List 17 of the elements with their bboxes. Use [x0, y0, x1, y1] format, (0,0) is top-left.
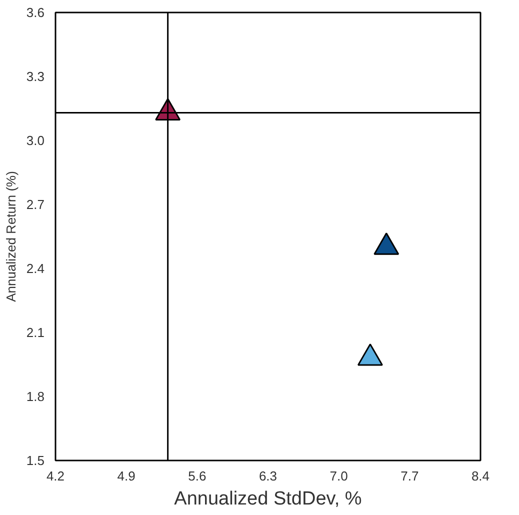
x-axis-title: Annualized StdDev, % [174, 488, 362, 510]
y-tick-label: 2.1 [26, 325, 45, 340]
x-tick-label: 7.0 [330, 468, 348, 484]
y-tick-label: 3.6 [26, 5, 45, 20]
x-tick-label: 4.9 [117, 468, 136, 484]
y-tick-label: 3.0 [26, 133, 45, 148]
y-tick-label: 1.5 [26, 453, 45, 468]
y-tick-label: 2.4 [26, 261, 45, 276]
y-tick-label: 3.3 [26, 69, 45, 84]
x-tick-label: 4.2 [46, 468, 65, 484]
x-tick-label: 7.7 [400, 468, 419, 484]
x-tick-label: 6.3 [258, 468, 278, 484]
x-tick-label: 8.4 [471, 468, 490, 484]
y-tick-label: 2.7 [26, 197, 45, 212]
x-tick-label: 5.6 [188, 468, 206, 484]
y-tick-label: 1.8 [26, 389, 45, 404]
y-axis-title: Annualized Return (%) [3, 171, 18, 302]
